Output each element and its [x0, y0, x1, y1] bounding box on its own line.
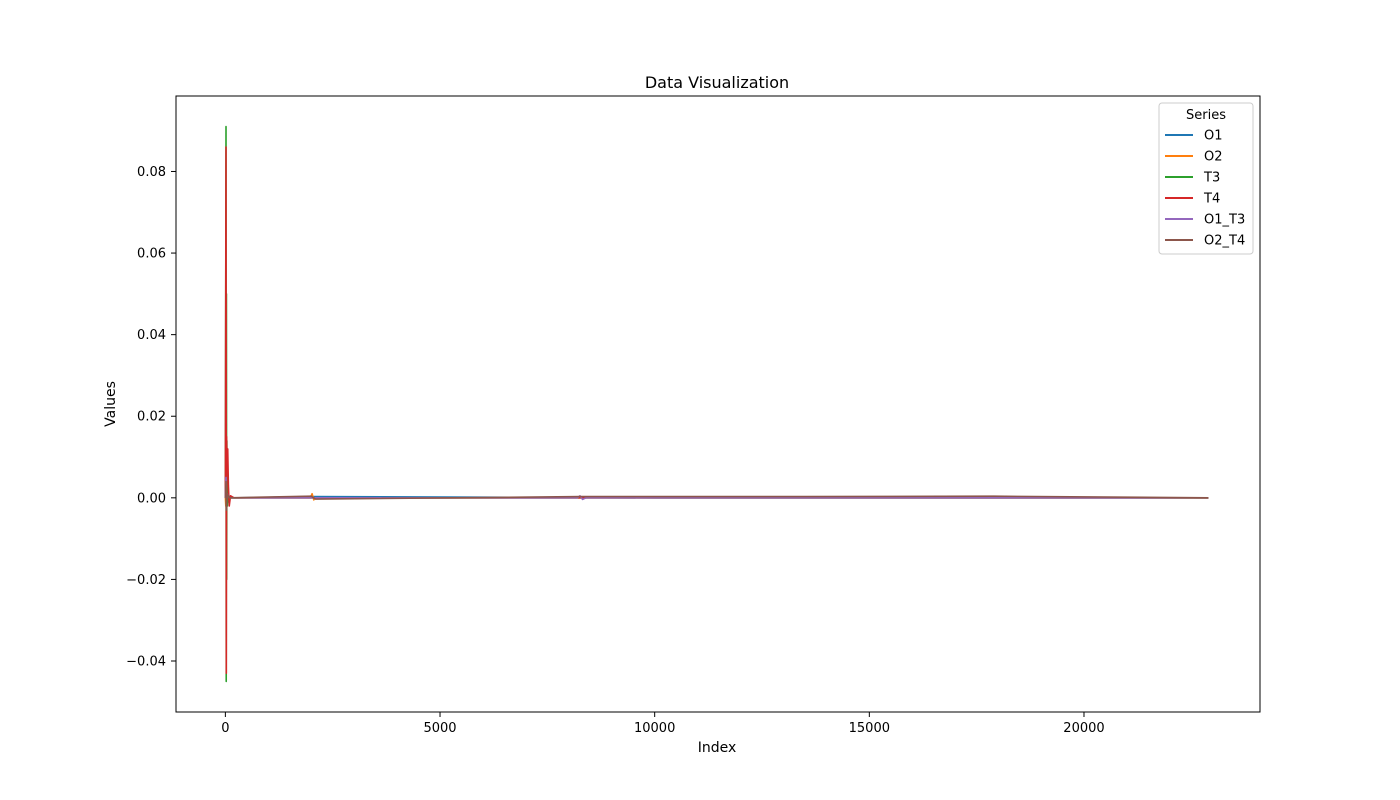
x-tick-label: 20000 [1063, 721, 1104, 736]
y-axis-ticks: −0.04 −0.02 0.00 0.02 0.04 0.06 0.08 [126, 165, 176, 670]
y-tick-label: 0.02 [137, 410, 166, 425]
series-layer [224, 125, 1209, 683]
legend: Series O1 O2 T3 T4 O1_T3 O2_T4 [1158, 102, 1254, 255]
legend-label-o2: O2 [1204, 150, 1223, 165]
y-axis-label: Values [103, 381, 119, 427]
plot-area-frame [175, 95, 1261, 713]
y-tick-label: 0.04 [137, 328, 166, 343]
x-tick-label: 5000 [423, 721, 456, 736]
x-tick-label: 15000 [849, 721, 890, 736]
legend-title: Series [1186, 108, 1226, 123]
y-tick-label: −0.04 [126, 655, 166, 670]
x-tick-label: 10000 [634, 721, 675, 736]
legend-label-o2-t4: O2_T4 [1204, 234, 1245, 249]
legend-label-o1-t3: O1_T3 [1204, 213, 1245, 228]
series-line-o1-t3 [224, 476, 1209, 507]
y-tick-label: 0.00 [137, 491, 166, 506]
series-line-t4 [224, 146, 1209, 675]
legend-label-t4: T4 [1203, 192, 1220, 207]
legend-label-o1: O1 [1204, 129, 1223, 144]
y-tick-label: −0.02 [126, 573, 166, 588]
legend-label-t3: T3 [1203, 171, 1220, 186]
legend-box [1158, 102, 1254, 255]
chart-title: Data Visualization [645, 73, 789, 92]
x-axis-ticks: 0 5000 10000 15000 20000 [221, 712, 1105, 736]
y-tick-label: 0.06 [137, 247, 166, 262]
legend-items: O1 O2 T3 T4 O1_T3 O2_T4 [1165, 129, 1245, 249]
y-tick-label: 0.08 [137, 165, 166, 180]
x-tick-label: 0 [221, 721, 229, 736]
series-line-o1 [224, 480, 1209, 507]
x-axis-label: Index [698, 740, 737, 756]
series-line-o2-t4 [224, 480, 1209, 511]
series-line-t3 [224, 125, 1209, 683]
